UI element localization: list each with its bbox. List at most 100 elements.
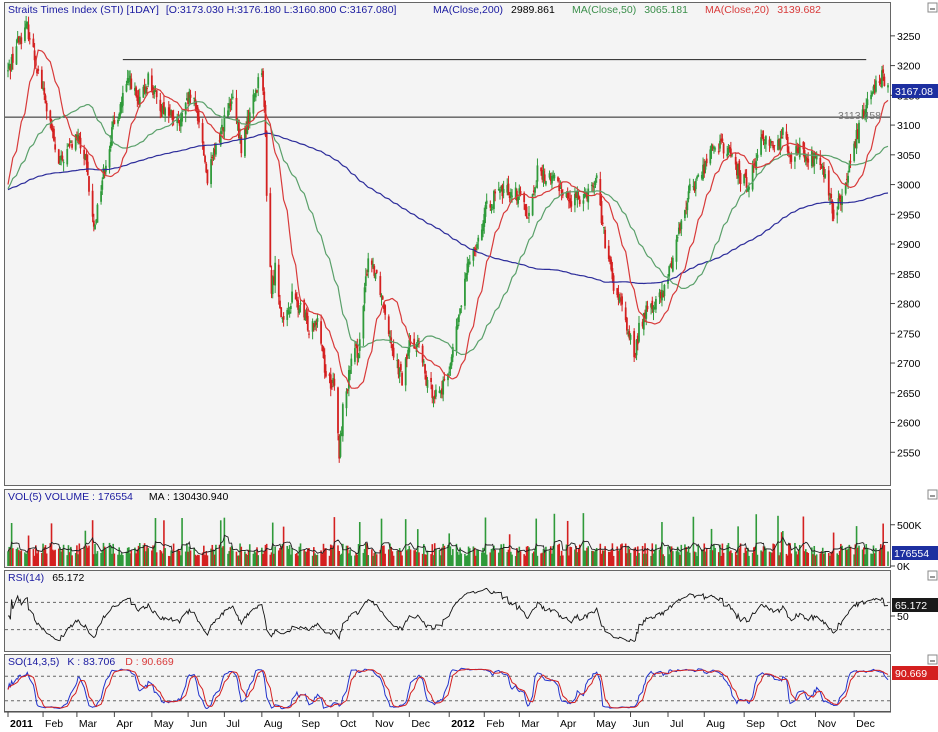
- volume-bar: [763, 546, 766, 566]
- candle-body: [720, 138, 723, 142]
- candle-body: [61, 155, 64, 160]
- volume-bar: [61, 549, 64, 566]
- volume-bar: [421, 553, 424, 566]
- volume-bar: [594, 550, 597, 566]
- volume-bar: [211, 544, 214, 566]
- candle-body: [303, 300, 306, 318]
- candle-body: [870, 94, 872, 100]
- candle-body: [485, 200, 488, 204]
- volume-bar: [569, 546, 571, 566]
- candle-body: [289, 305, 292, 309]
- candle-body: [74, 134, 77, 150]
- candle-body: [650, 303, 652, 308]
- volume-bar: [357, 543, 360, 566]
- y-tick-label: 2700: [897, 358, 921, 370]
- volume-bar: [430, 554, 432, 566]
- candle-body: [882, 69, 885, 73]
- volume-bar: [273, 553, 275, 566]
- volume-bar: [887, 551, 889, 566]
- candle-body: [532, 190, 535, 193]
- candle-body: [9, 66, 12, 72]
- minimize-button[interactable]: [927, 489, 938, 500]
- volume-bar: [586, 547, 588, 566]
- volume-bar: [178, 550, 181, 566]
- candle-body: [872, 86, 875, 94]
- candle-body: [27, 24, 30, 40]
- candle-body: [790, 154, 793, 162]
- volume-bar: [858, 545, 860, 566]
- candle-body: [448, 371, 451, 373]
- volume-bar: [24, 552, 26, 566]
- volume-bar: [762, 546, 765, 566]
- volume-bar: [510, 551, 512, 566]
- volume-bar: [678, 552, 680, 566]
- candle-body: [184, 102, 187, 115]
- candle-body: [109, 142, 112, 149]
- volume-bar: [12, 548, 14, 566]
- volume-bar: [482, 547, 484, 566]
- candle-body: [155, 90, 158, 98]
- candle-body: [704, 161, 707, 170]
- y-tick-label: 3050: [897, 150, 921, 162]
- volume-bar: [493, 545, 495, 566]
- volume-bar: [524, 555, 527, 566]
- volume-bar: [431, 544, 434, 566]
- candle-body: [628, 331, 631, 339]
- volume-bar: [662, 554, 664, 566]
- candle-body: [659, 292, 662, 299]
- candle-body: [500, 186, 503, 188]
- candle-body: [728, 147, 731, 150]
- volume-bar: [120, 552, 123, 566]
- x-tick-label: Oct: [340, 718, 356, 730]
- minimize-button[interactable]: [927, 654, 938, 665]
- volume-bar: [95, 553, 98, 566]
- volume-bar: [122, 555, 124, 566]
- volume-bar: [257, 555, 260, 566]
- candle-body: [763, 142, 766, 144]
- volume-bar: [655, 544, 657, 566]
- candle-body: [333, 378, 336, 386]
- candle-body: [861, 109, 864, 119]
- volume-bar: [802, 516, 805, 566]
- candle-body: [364, 276, 367, 286]
- candle-body: [711, 146, 714, 148]
- volume-bar: [228, 551, 231, 566]
- minimize-button[interactable]: [927, 570, 938, 581]
- candle-body: [36, 69, 38, 74]
- minimize-button[interactable]: [927, 2, 938, 13]
- candle-body: [561, 192, 564, 196]
- candle-body: [787, 151, 790, 154]
- volume-bar: [342, 543, 344, 566]
- candle-body: [583, 192, 586, 199]
- candle-body: [260, 73, 263, 75]
- ma20-label: MA(Close,20) 3139.682: [705, 4, 821, 16]
- volume-bar: [43, 547, 46, 566]
- candle-body: [288, 311, 291, 314]
- candle-body: [709, 149, 712, 164]
- volume-bar: [696, 556, 698, 566]
- volume-bar: [693, 551, 696, 566]
- instrument-title: Straits Times Index (STI) [1DAY] [O:3173…: [8, 4, 397, 16]
- volume-bar: [815, 554, 818, 566]
- candle-body: [120, 101, 123, 108]
- candle-body: [231, 96, 234, 99]
- volume-bar: [286, 545, 289, 566]
- volume-bar: [514, 556, 517, 566]
- rsi-panel[interactable]: [4, 570, 891, 652]
- candle-body: [693, 186, 696, 191]
- candle-body: [812, 154, 814, 163]
- candle-body: [599, 178, 602, 206]
- price-panel[interactable]: [4, 2, 891, 486]
- stochastic-panel[interactable]: [4, 654, 891, 712]
- volume-bar: [617, 550, 620, 566]
- candle-body: [399, 364, 402, 371]
- volume-bar: [831, 551, 834, 566]
- candle-body: [256, 90, 258, 92]
- candle-body: [634, 353, 637, 356]
- volume-bar: [239, 543, 241, 566]
- volume-bar: [778, 555, 781, 566]
- volume-bar: [409, 549, 412, 566]
- volume-bar: [502, 543, 505, 566]
- candle-body: [153, 88, 156, 94]
- volume-bar: [332, 547, 334, 566]
